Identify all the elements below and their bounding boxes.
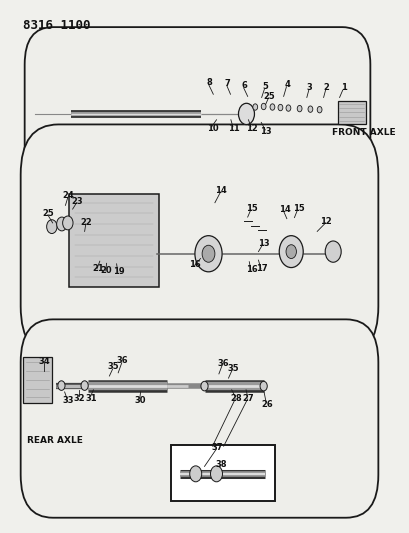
Circle shape <box>194 236 222 272</box>
Text: 15: 15 <box>245 204 257 213</box>
Text: 8: 8 <box>206 77 212 86</box>
Text: 6: 6 <box>241 81 247 90</box>
Text: 23: 23 <box>72 197 83 206</box>
Text: FRONT AXLE: FRONT AXLE <box>331 128 394 137</box>
Text: 20: 20 <box>101 266 112 274</box>
Text: 12: 12 <box>245 124 257 133</box>
FancyBboxPatch shape <box>23 358 52 403</box>
Text: REAR AXLE: REAR AXLE <box>27 436 83 445</box>
Circle shape <box>317 107 321 113</box>
Text: 12: 12 <box>320 217 331 226</box>
Text: 15: 15 <box>292 204 303 213</box>
Text: 10: 10 <box>206 124 218 133</box>
Circle shape <box>279 236 303 268</box>
Circle shape <box>270 104 274 110</box>
Circle shape <box>285 105 290 111</box>
Text: 28: 28 <box>230 394 241 403</box>
Text: 7: 7 <box>224 79 230 88</box>
Text: 16: 16 <box>189 261 201 269</box>
Text: 5: 5 <box>262 82 268 91</box>
Text: 11: 11 <box>227 124 239 133</box>
Text: 8316 1100: 8316 1100 <box>22 19 90 32</box>
Circle shape <box>261 103 265 110</box>
Text: 21: 21 <box>92 264 103 272</box>
Circle shape <box>285 245 296 259</box>
Text: 35: 35 <box>107 362 119 372</box>
Text: 25: 25 <box>263 92 274 101</box>
Text: 26: 26 <box>261 400 272 409</box>
Text: 37: 37 <box>211 443 222 452</box>
Circle shape <box>56 217 67 231</box>
Text: 33: 33 <box>62 397 73 406</box>
Circle shape <box>189 466 201 482</box>
Text: 22: 22 <box>81 219 92 228</box>
Text: 3: 3 <box>306 83 312 92</box>
Text: 25: 25 <box>43 209 54 218</box>
Circle shape <box>297 106 301 112</box>
Text: 1: 1 <box>340 83 346 92</box>
FancyBboxPatch shape <box>171 445 274 501</box>
Text: 4: 4 <box>284 80 290 89</box>
Text: 31: 31 <box>85 394 97 403</box>
Text: 36: 36 <box>216 359 228 368</box>
FancyBboxPatch shape <box>25 27 369 200</box>
Text: 24: 24 <box>63 191 74 200</box>
Circle shape <box>63 216 73 230</box>
Circle shape <box>252 104 257 110</box>
Text: 19: 19 <box>112 267 124 276</box>
Text: 30: 30 <box>135 397 146 406</box>
Text: 13: 13 <box>260 127 271 136</box>
FancyBboxPatch shape <box>20 319 378 518</box>
FancyBboxPatch shape <box>69 194 158 287</box>
Text: 16: 16 <box>245 265 257 274</box>
Circle shape <box>307 106 312 112</box>
Circle shape <box>324 241 340 262</box>
Text: 38: 38 <box>216 461 227 469</box>
Circle shape <box>210 466 222 482</box>
Text: 35: 35 <box>227 364 238 373</box>
Text: 14: 14 <box>278 205 290 214</box>
Circle shape <box>277 104 282 111</box>
Text: 34: 34 <box>39 357 50 366</box>
Text: 32: 32 <box>74 394 85 403</box>
FancyBboxPatch shape <box>337 101 365 124</box>
Text: 2: 2 <box>323 83 329 92</box>
Circle shape <box>259 381 267 391</box>
FancyBboxPatch shape <box>20 124 378 357</box>
Circle shape <box>81 381 88 390</box>
Text: 13: 13 <box>257 239 269 248</box>
Circle shape <box>58 381 65 390</box>
Text: 17: 17 <box>255 264 267 272</box>
Text: 14: 14 <box>215 186 227 195</box>
Circle shape <box>47 220 57 233</box>
Text: 27: 27 <box>242 394 254 403</box>
Circle shape <box>200 381 208 391</box>
Text: 36: 36 <box>117 356 128 365</box>
Circle shape <box>202 245 214 262</box>
Circle shape <box>238 103 254 125</box>
